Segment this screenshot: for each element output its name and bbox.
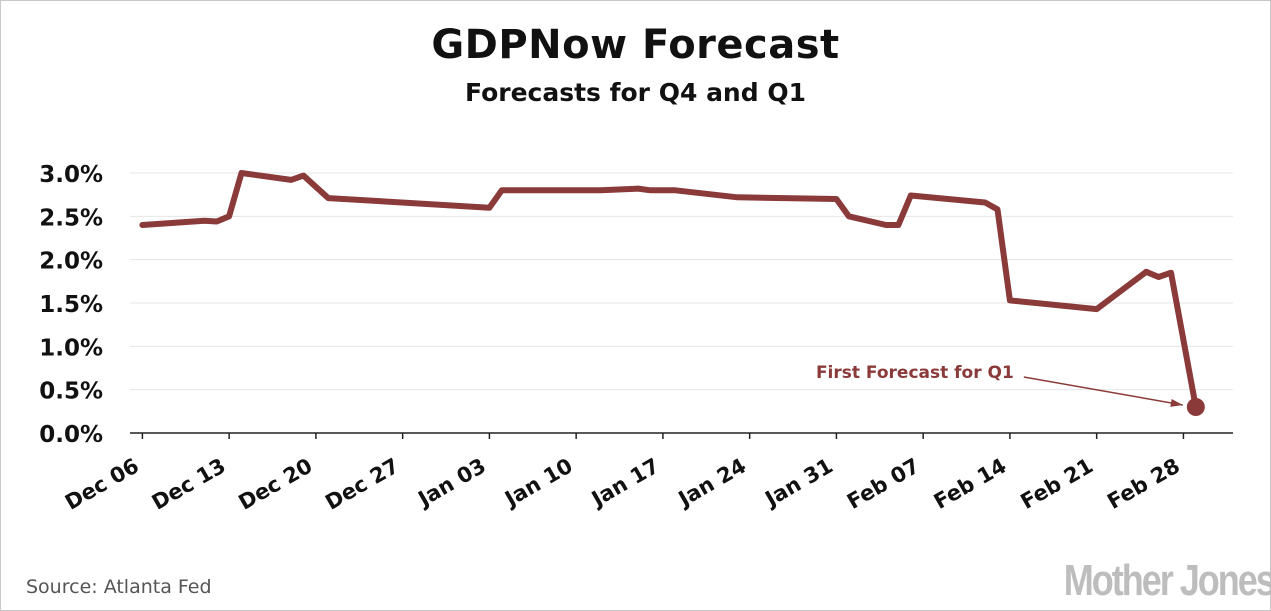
mother-jones-logo: Mother Jones — [1063, 556, 1271, 605]
annotation-arrowhead — [1170, 398, 1183, 407]
y-axis: 0.0% 0.5% 1.0% 1.5% 2.0% 2.5% 3.0% — [39, 162, 103, 448]
series-line — [139, 170, 1199, 410]
y-tick-label: 0.0% — [39, 422, 103, 448]
x-tick-label: Jan 10 — [499, 454, 576, 513]
x-tick-label: Jan 31 — [760, 454, 837, 513]
source-note: Source: Atlanta Fed — [26, 576, 212, 598]
x-tick-label: Jan 17 — [586, 454, 663, 513]
annotation-layer: First Forecast for Q1 — [816, 363, 1205, 416]
x-axis: Dec 06 Dec 13 Dec 20 Dec 27 Jan 03 Jan 10 Jan … — [61, 432, 1233, 515]
y-tick-label: 1.0% — [39, 335, 103, 361]
x-tick-label: Feb 21 — [1016, 454, 1097, 514]
x-tick-label: Feb 28 — [1103, 454, 1184, 514]
x-tick-label: Feb 07 — [843, 454, 924, 514]
chart-title: GDPNow Forecast — [431, 22, 840, 68]
x-tick-label: Dec 20 — [235, 454, 317, 515]
series-layer — [139, 170, 1199, 410]
annotation-arrow — [1023, 376, 1183, 406]
y-tick-label: 3.0% — [39, 162, 103, 188]
x-tick-label: Dec 27 — [321, 454, 403, 515]
y-tick-label: 2.0% — [39, 249, 103, 275]
x-tick-label: Jan 03 — [413, 454, 490, 513]
y-tick-label: 0.5% — [39, 379, 103, 405]
x-tick-label: Feb 14 — [930, 454, 1011, 514]
x-tick-label: Dec 13 — [148, 454, 230, 515]
x-tick-label: Jan 24 — [673, 454, 750, 513]
final-point-marker — [1186, 398, 1205, 416]
grid-lines — [130, 172, 1233, 391]
chart-subtitle: Forecasts for Q4 and Q1 — [465, 78, 806, 107]
y-tick-label: 2.5% — [39, 205, 103, 231]
annotation-label: First Forecast for Q1 — [816, 363, 1014, 383]
x-tick-label: Dec 06 — [61, 454, 143, 515]
y-tick-label: 1.5% — [39, 292, 103, 318]
